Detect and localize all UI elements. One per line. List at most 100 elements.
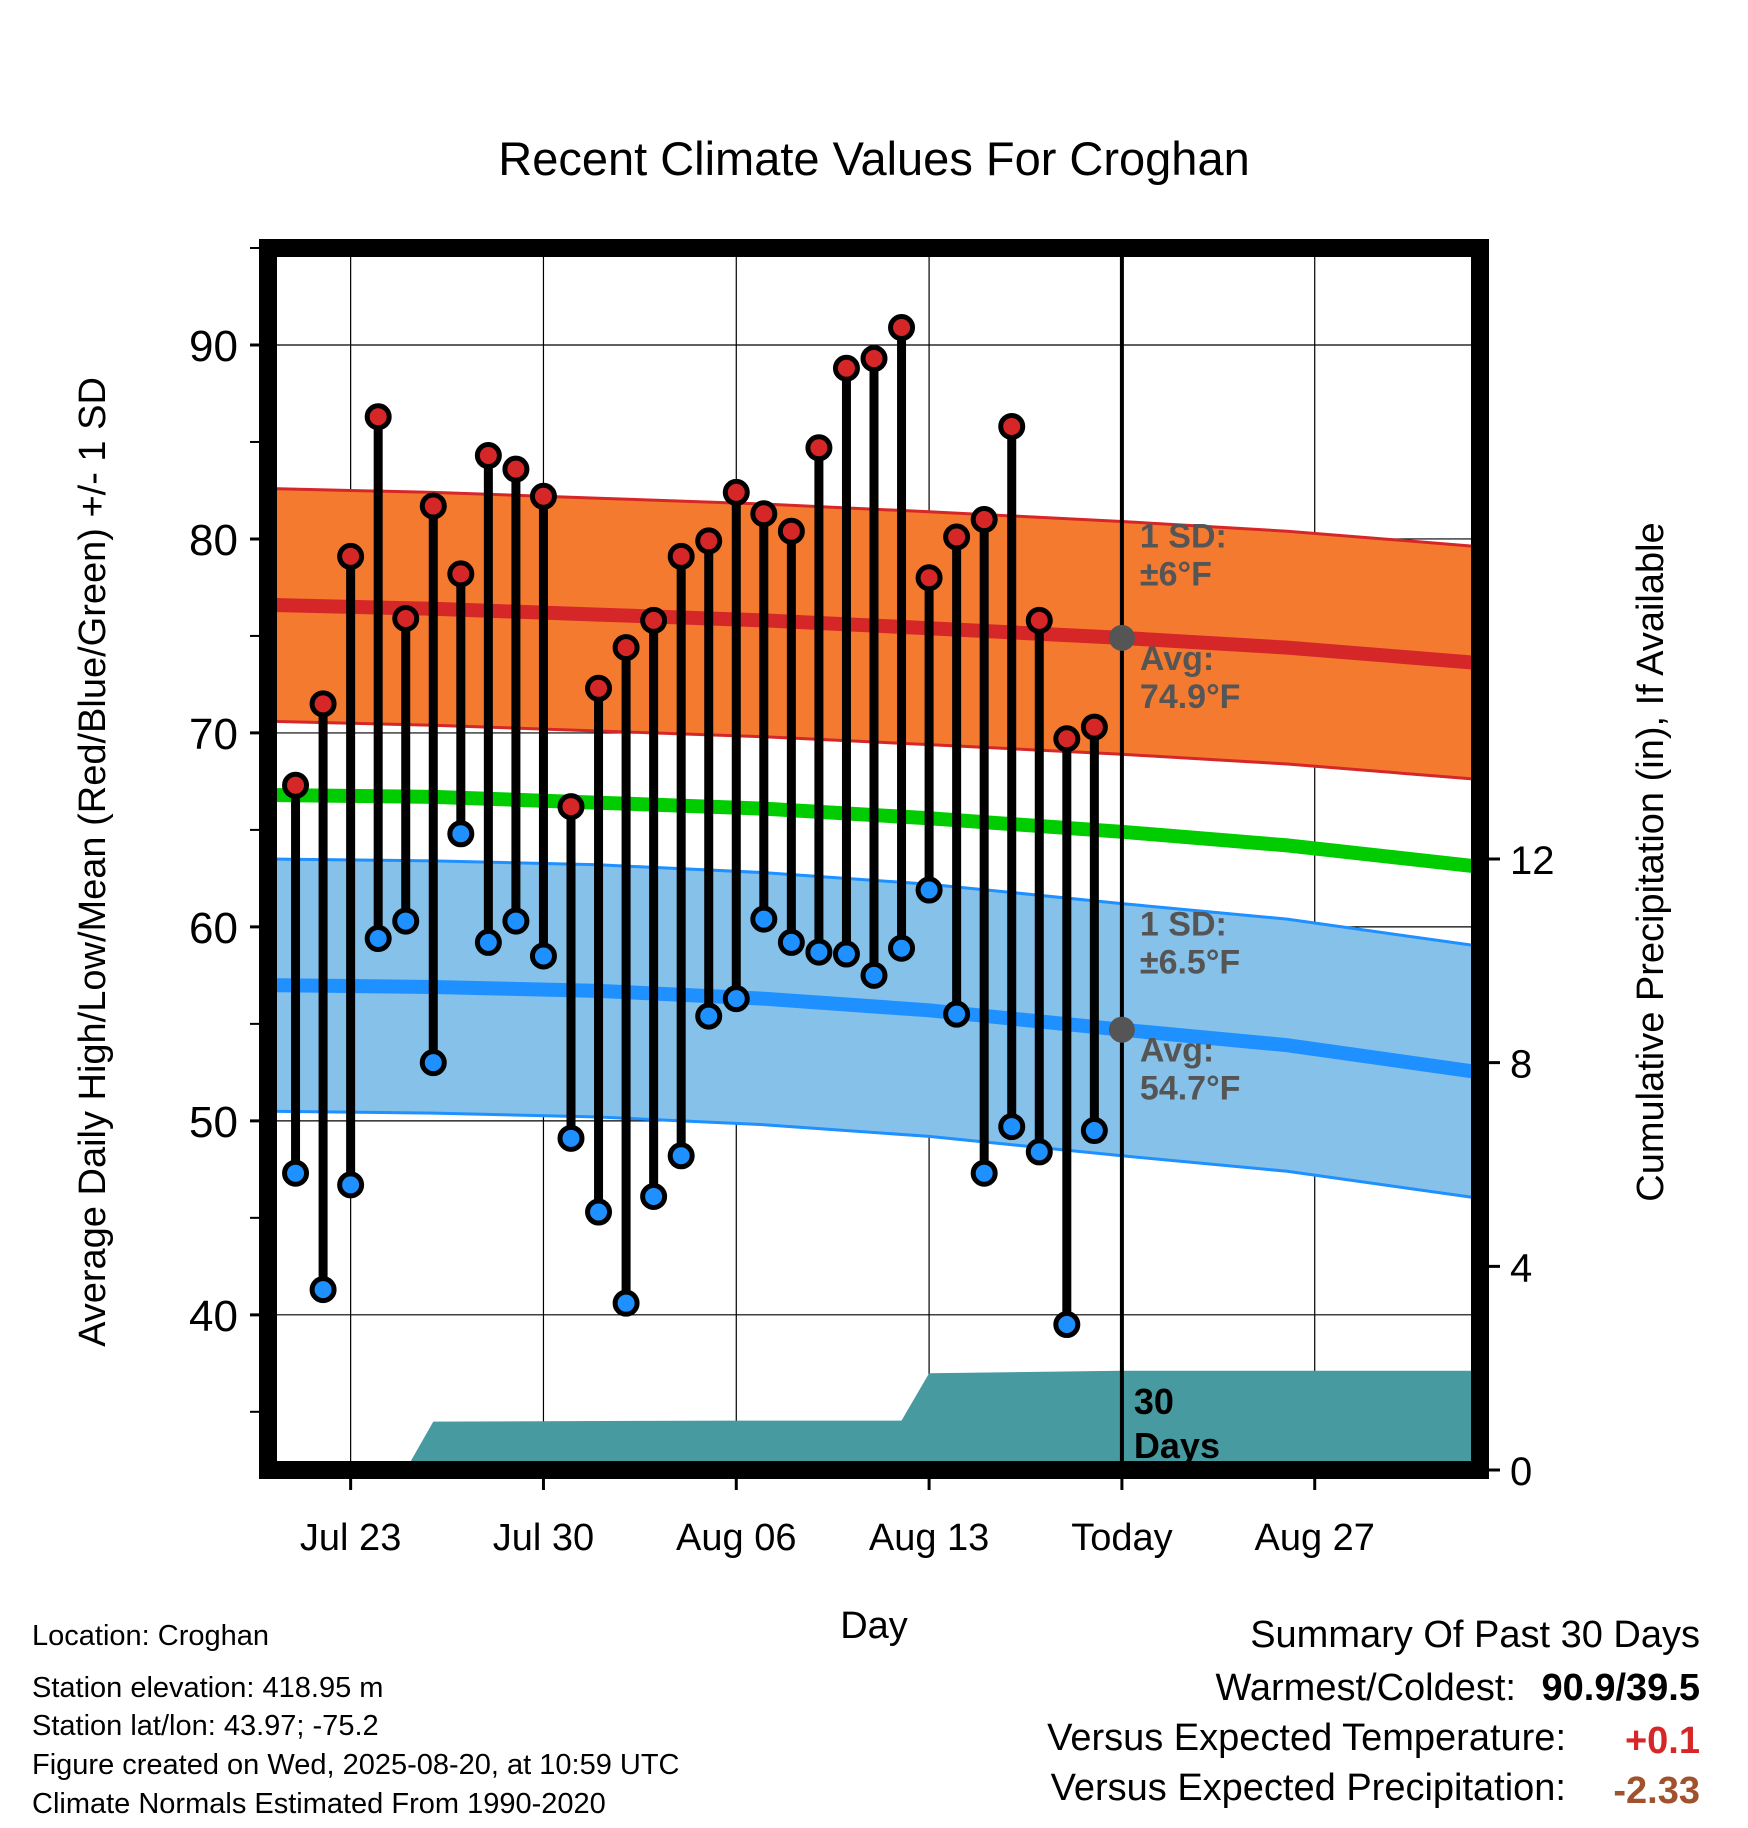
low-normal-band-lower xyxy=(268,1109,1480,1200)
daily-low-point xyxy=(392,907,420,935)
y2-axis-label: Cumulative Precipitation (in), If Availa… xyxy=(1630,522,1672,1201)
daily-high-point xyxy=(282,771,310,799)
daily-low-point xyxy=(282,1159,310,1187)
daily-low-point xyxy=(502,907,530,935)
high-avg-annotation: Avg: xyxy=(1140,640,1214,678)
footer-elevation: Station elevation: 418.95 m xyxy=(32,1672,384,1704)
daily-low-point xyxy=(1053,1311,1081,1339)
daily-high-point xyxy=(337,542,365,570)
high-sd-annotation: ±6°F xyxy=(1140,555,1212,593)
daily-low-point xyxy=(750,905,778,933)
daily-high-point xyxy=(529,482,557,510)
daily-low-point xyxy=(998,1113,1026,1141)
summary-temp-label: Versus Expected Temperature: xyxy=(1047,1717,1566,1759)
low-sd-annotation: 1 SD: xyxy=(1140,906,1227,944)
y-tick-label: 90 xyxy=(189,322,238,371)
footer-latlon: Station lat/lon: 43.97; -75.2 xyxy=(32,1710,379,1742)
y-axis-label: Average Daily High/Low/Mean (Red/Blue/Gr… xyxy=(72,377,114,1347)
daily-high-point xyxy=(640,606,668,634)
low-normal-line xyxy=(268,978,1480,1080)
daily-high-point xyxy=(474,442,502,470)
today-label: Days xyxy=(1134,1425,1220,1466)
low-avg-annotation: 54.7°F xyxy=(1140,1070,1241,1108)
x-tick-label: Today xyxy=(1071,1517,1172,1559)
daily-low-point xyxy=(419,1049,447,1077)
daily-low-point xyxy=(337,1171,365,1199)
summary-precip-label: Versus Expected Precipitation: xyxy=(1050,1767,1566,1809)
daily-high-point xyxy=(419,492,447,520)
footer-location: Location: Croghan xyxy=(32,1620,269,1652)
daily-low-point xyxy=(777,928,805,956)
high-sd-annotation: 1 SD: xyxy=(1140,517,1227,555)
daily-high-point xyxy=(695,527,723,555)
y-tick-label: 60 xyxy=(189,904,238,953)
x-tick-label: Jul 30 xyxy=(493,1517,594,1559)
high-avg-marker xyxy=(1108,624,1135,651)
daily-high-point xyxy=(750,500,778,528)
daily-low-point xyxy=(805,938,833,966)
footer-created: Figure created on Wed, 2025-08-20, at 10… xyxy=(32,1749,680,1781)
chart-title: Recent Climate Values For Croghan xyxy=(498,132,1249,185)
daily-low-point xyxy=(915,876,943,904)
daily-high-point xyxy=(502,455,530,483)
daily-high-point xyxy=(998,412,1026,440)
daily-high-point xyxy=(888,314,916,342)
precip-area xyxy=(268,1370,1480,1470)
y2-tick-label: 12 xyxy=(1510,839,1555,883)
daily-high-point xyxy=(970,506,998,534)
daily-high-point xyxy=(832,354,860,382)
daily-low-point xyxy=(1080,1117,1108,1145)
summary-warm-cold-value: 90.9/39.5 xyxy=(1541,1667,1700,1709)
daily-high-point xyxy=(364,403,392,431)
high-avg-annotation: 74.9°F xyxy=(1140,678,1241,716)
today-label: 30 xyxy=(1134,1381,1174,1422)
daily-low-point xyxy=(970,1159,998,1187)
daily-low-point xyxy=(364,925,392,953)
low-avg-marker xyxy=(1108,1016,1135,1043)
daily-low-point xyxy=(585,1198,613,1226)
x-tick-label: Aug 27 xyxy=(1255,1517,1375,1559)
daily-high-point xyxy=(612,634,640,662)
summary-title: Summary Of Past 30 Days xyxy=(1250,1614,1700,1656)
daily-low-point xyxy=(667,1142,695,1170)
daily-low-point xyxy=(695,1002,723,1030)
daily-high-point xyxy=(392,604,420,632)
daily-high-point xyxy=(309,690,337,718)
x-tick-label: Aug 13 xyxy=(869,1517,989,1559)
daily-low-point xyxy=(943,1000,971,1028)
daily-low-point xyxy=(860,961,888,989)
daily-high-point xyxy=(667,542,695,570)
y-tick-label: 70 xyxy=(189,710,238,759)
y2-tick-label: 8 xyxy=(1510,1043,1532,1087)
daily-high-point xyxy=(860,345,888,373)
x-tick-label: Aug 06 xyxy=(676,1517,796,1559)
y2-tick-label: 0 xyxy=(1510,1450,1532,1494)
summary-warm-cold-label: Warmest/Coldest: xyxy=(1215,1667,1516,1709)
daily-low-point xyxy=(447,820,475,848)
x-tick-label: Jul 23 xyxy=(300,1517,401,1559)
daily-low-point xyxy=(309,1276,337,1304)
daily-low-point xyxy=(557,1124,585,1152)
footer-normals: Climate Normals Estimated From 1990-2020 xyxy=(32,1788,606,1820)
daily-high-point xyxy=(722,478,750,506)
daily-high-point xyxy=(447,560,475,588)
daily-low-point xyxy=(722,985,750,1013)
summary-temp-value: +0.1 xyxy=(1624,1720,1700,1762)
daily-high-point xyxy=(915,564,943,592)
x-axis-label: Day xyxy=(840,1605,908,1647)
daily-low-point xyxy=(640,1183,668,1211)
daily-low-point xyxy=(832,940,860,968)
low-avg-annotation: Avg: xyxy=(1140,1032,1214,1070)
daily-low-point xyxy=(1025,1138,1053,1166)
daily-high-point xyxy=(1025,606,1053,634)
daily-low-point xyxy=(612,1289,640,1317)
y2-tick-label: 4 xyxy=(1510,1246,1532,1290)
daily-high-point xyxy=(1053,725,1081,753)
y-tick-label: 80 xyxy=(189,516,238,565)
daily-high-point xyxy=(585,674,613,702)
daily-low-point xyxy=(474,928,502,956)
low-sd-annotation: ±6.5°F xyxy=(1140,944,1240,982)
y-tick-label: 50 xyxy=(189,1098,238,1147)
